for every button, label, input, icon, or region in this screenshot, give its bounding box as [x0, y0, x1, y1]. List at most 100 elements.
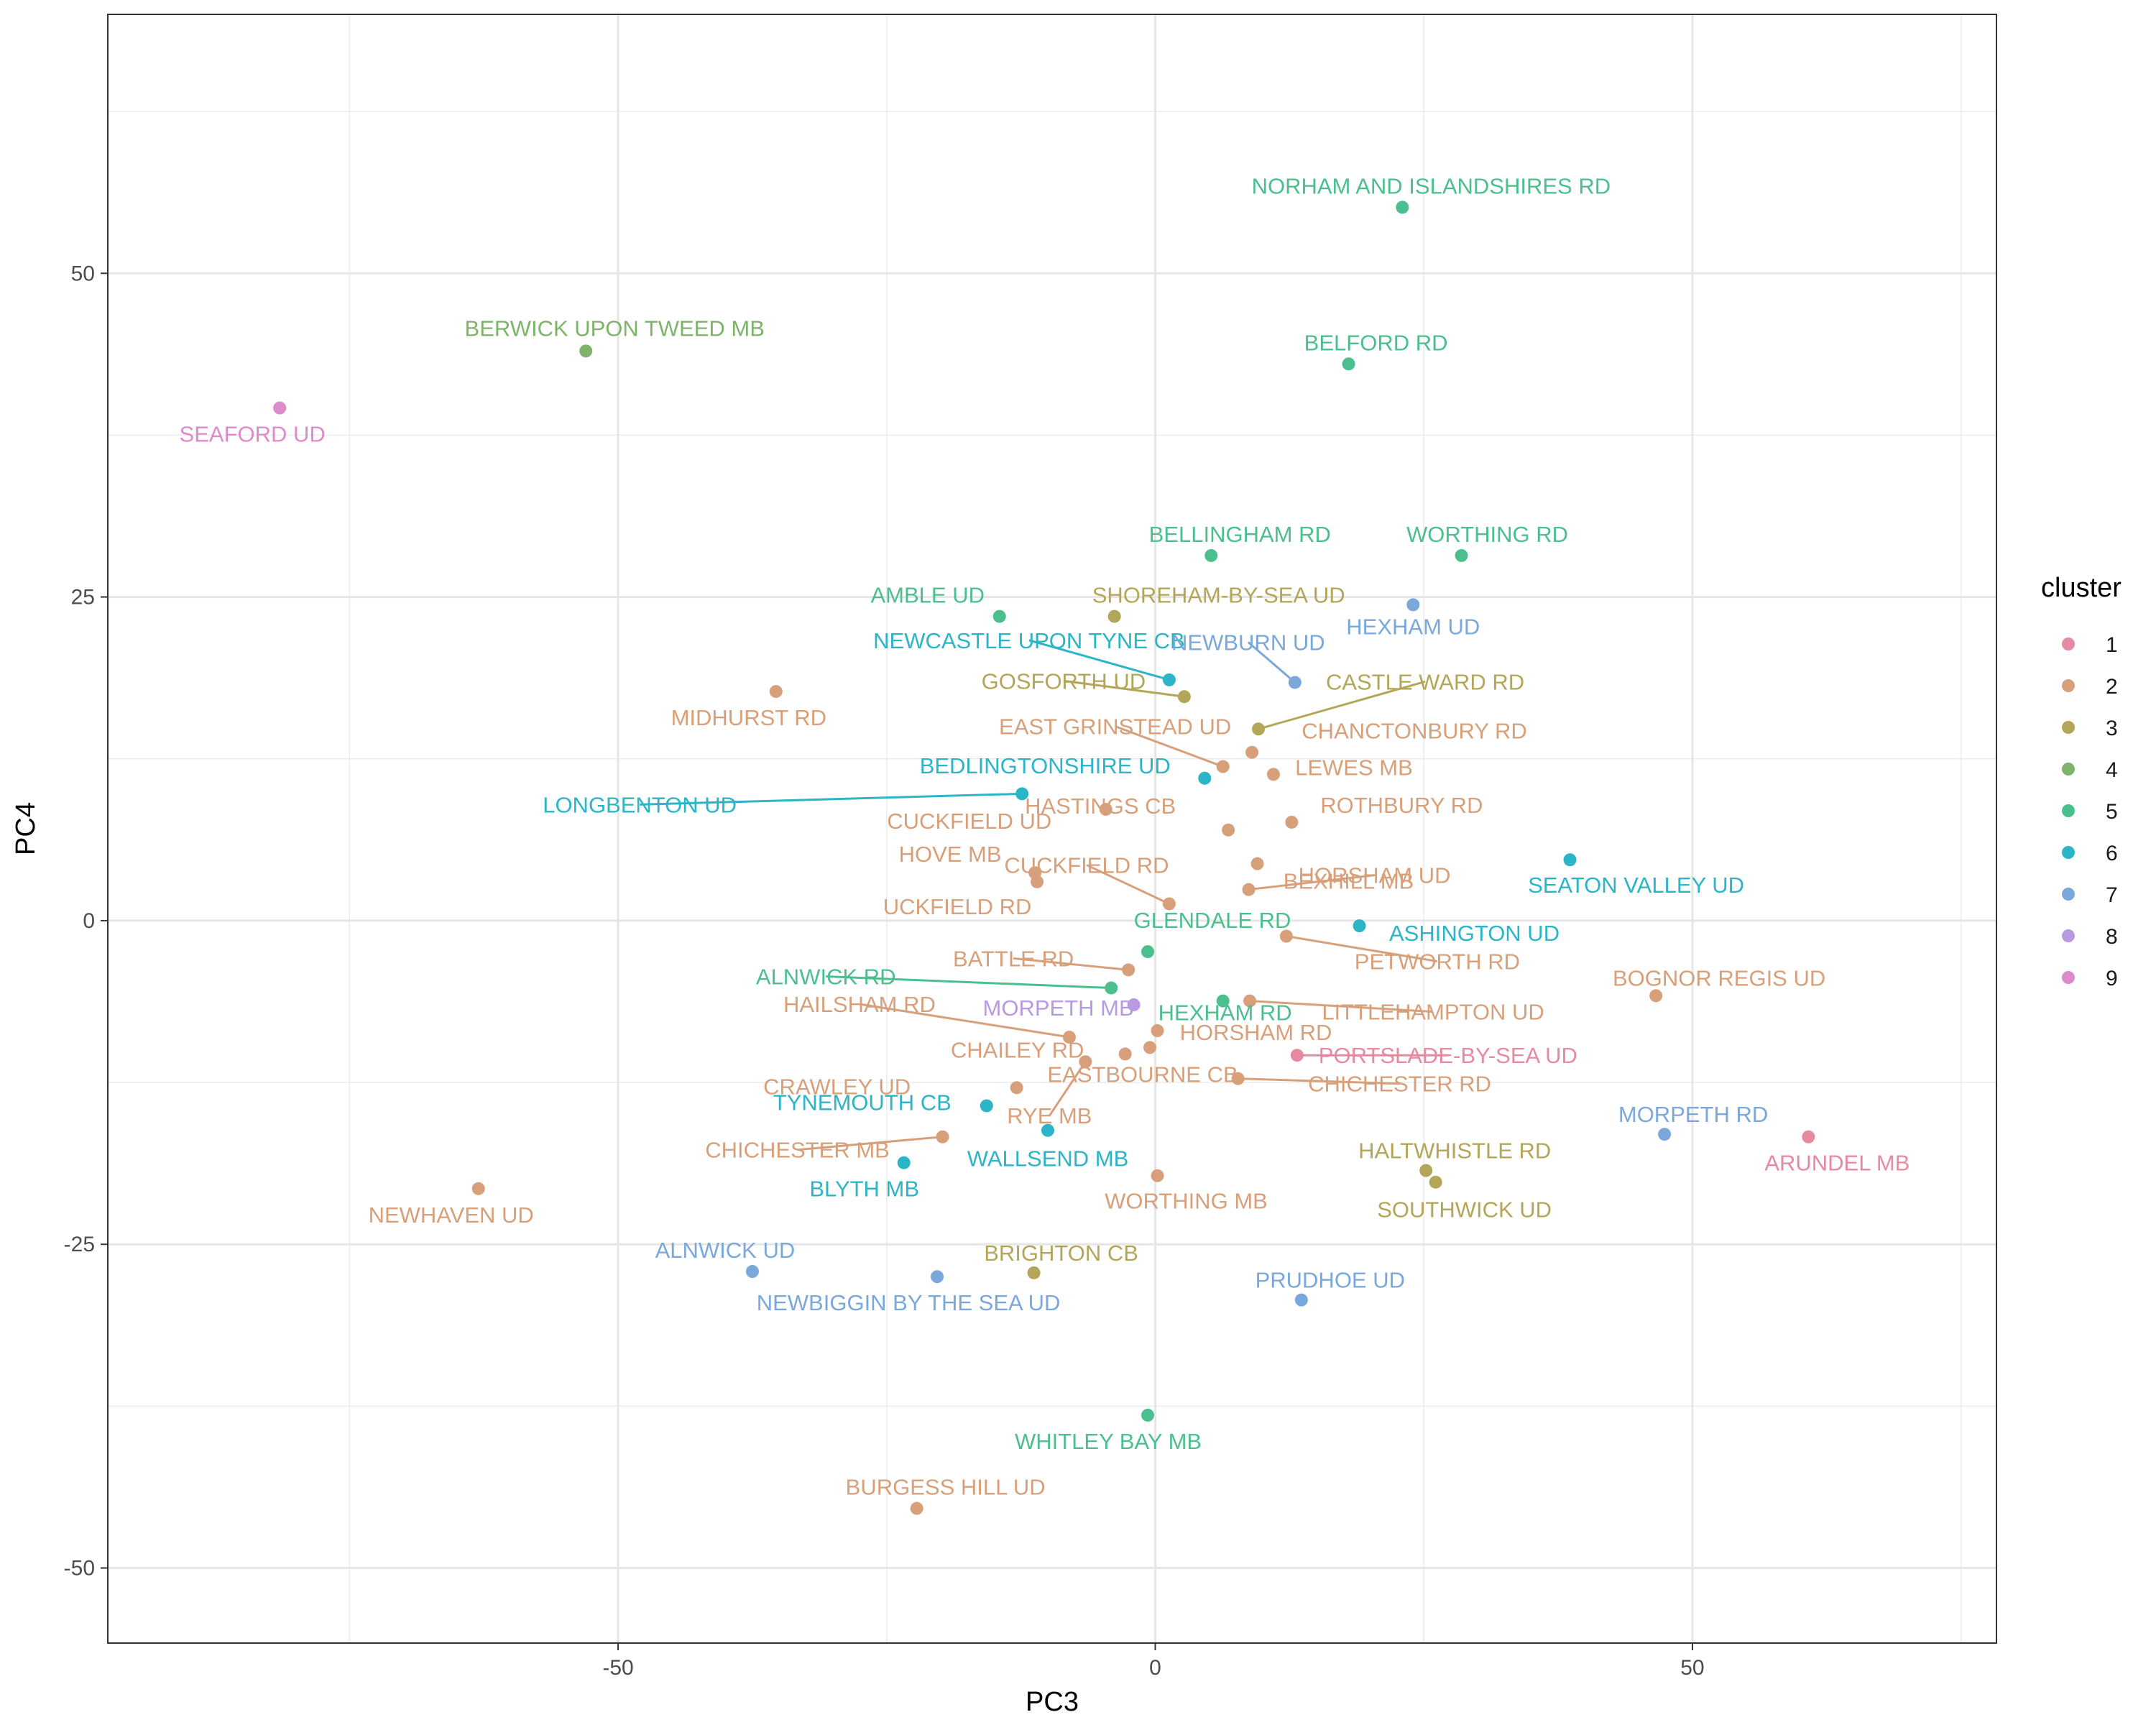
data-point — [769, 685, 783, 699]
label-leader-line — [1086, 864, 1170, 905]
point-label: CHANCTONBURY RD — [1302, 719, 1527, 744]
data-point — [1406, 598, 1420, 612]
point-label: HALTWHISTLE RD — [1358, 1138, 1551, 1164]
legend-key — [2062, 679, 2075, 692]
point-label: SEATON VALLEY UD — [1528, 873, 1744, 898]
data-point — [1162, 673, 1176, 686]
legend-label: 3 — [2106, 717, 2118, 740]
data-point — [1342, 357, 1355, 371]
y-tick-label: 25 — [71, 586, 95, 610]
x-tick-label: -50 — [602, 1656, 633, 1680]
point-label: WHITLEY BAY MB — [1015, 1429, 1202, 1454]
point-label: BURGESS HILL UD — [846, 1475, 1046, 1500]
point-label: MORPETH MB — [983, 995, 1134, 1021]
data-point — [1294, 1293, 1308, 1307]
point-label: BELFORD RD — [1304, 330, 1448, 355]
data-point — [1396, 201, 1409, 214]
point-label: SEAFORD UD — [180, 422, 326, 447]
label-leader-line — [859, 1003, 1070, 1039]
y-tick-label: -25 — [64, 1233, 95, 1256]
data-point — [1266, 768, 1280, 781]
panel-border — [107, 14, 1997, 1644]
y-tick-label: -50 — [64, 1557, 95, 1581]
point-label: ALNWICK RD — [756, 965, 896, 990]
data-point — [1015, 787, 1029, 801]
label-leader-line — [1238, 1077, 1400, 1085]
grid-major — [108, 14, 1996, 1643]
data-point — [1231, 1072, 1245, 1085]
point-label: NEWCASTLE UPON TYNE CB — [873, 628, 1185, 653]
label-leader-line — [797, 1136, 943, 1151]
point-label: HORSHAM RD — [1180, 1020, 1332, 1045]
data-point — [1563, 853, 1577, 867]
data-point — [1079, 1055, 1092, 1069]
point-label: CHICHESTER RD — [1308, 1072, 1491, 1097]
point-label: WORTHING MB — [1105, 1189, 1268, 1214]
point-label: PETWORTH RD — [1355, 949, 1520, 975]
data-point — [471, 1182, 485, 1195]
legend-key — [2062, 929, 2075, 942]
point-label: WORTHING RD — [1406, 522, 1568, 547]
y-axis-ticks: -50 -25 0 25 50 — [64, 262, 108, 1581]
point-label: CRAWLEY UD — [763, 1074, 911, 1099]
data-point — [273, 401, 287, 415]
data-point — [1243, 994, 1257, 1008]
point-label: NORHAM AND ISLANDSHIRES RD — [1252, 173, 1611, 198]
label-leader-line — [1247, 641, 1296, 684]
x-tick-label: 0 — [1149, 1656, 1161, 1680]
data-point — [1127, 998, 1141, 1011]
data-point — [992, 610, 1006, 623]
data-point — [579, 344, 593, 358]
point-label: EASTBOURNE CB — [1047, 1062, 1238, 1087]
label-leader-line — [1249, 1000, 1434, 1013]
point-labels: NORHAM AND ISLANDSHIRES RD BELFORD RD BERW… — [180, 173, 1910, 1499]
point-label: BEXHILL MB — [1284, 869, 1414, 894]
data-point — [1141, 945, 1155, 959]
data-point — [1198, 771, 1212, 785]
data-point — [1285, 815, 1299, 829]
data-point — [1353, 919, 1366, 933]
point-label: LITTLEHAMPTON UD — [1322, 1000, 1544, 1025]
data-point — [980, 1099, 993, 1113]
point-label: MORPETH RD — [1618, 1102, 1768, 1127]
data-point — [1010, 1081, 1023, 1095]
label-leader-line — [1115, 725, 1224, 768]
legend-key — [2062, 888, 2075, 901]
point-label: ARUNDEL MB — [1764, 1151, 1909, 1176]
data-point — [1122, 963, 1135, 977]
label-leader-line — [1013, 957, 1129, 971]
legend-key — [2062, 763, 2075, 776]
point-label: WALLSEND MB — [967, 1146, 1129, 1172]
point-label: NEWHAVEN UD — [369, 1202, 534, 1228]
data-point — [1288, 676, 1302, 689]
data-point — [1151, 1024, 1164, 1037]
data-point — [1143, 1041, 1157, 1054]
point-label: HEXHAM RD — [1158, 1000, 1292, 1026]
data-point — [931, 1270, 944, 1284]
point-label: ROTHBURY RD — [1320, 793, 1483, 818]
data-point — [897, 1156, 911, 1169]
data-point — [1290, 1049, 1304, 1062]
legend-label: 8 — [2106, 925, 2118, 949]
point-label: MIDHURST RD — [671, 705, 826, 730]
data-point — [1649, 989, 1663, 1003]
point-label: CHAILEY RD — [951, 1037, 1084, 1062]
data-point — [1658, 1128, 1672, 1141]
point-label: PRUDHOE UD — [1256, 1268, 1405, 1293]
point-label: TYNEMOUTH CB — [773, 1090, 952, 1115]
point-label: BERWICK UPON TWEED MB — [465, 316, 765, 341]
data-point — [1252, 722, 1266, 736]
data-point — [1062, 1031, 1076, 1044]
legend-key — [2062, 804, 2075, 817]
label-leader-line — [1028, 639, 1170, 681]
data-point — [1455, 548, 1468, 562]
data-point — [1802, 1130, 1815, 1144]
data-point — [1216, 760, 1230, 773]
point-label: CUCKFIELD RD — [1004, 852, 1169, 878]
data-point — [1222, 823, 1235, 837]
point-label: BLYTH MB — [809, 1177, 919, 1202]
point-label: ASHINGTON UD — [1389, 921, 1560, 946]
point-label: LEWES MB — [1295, 755, 1413, 780]
